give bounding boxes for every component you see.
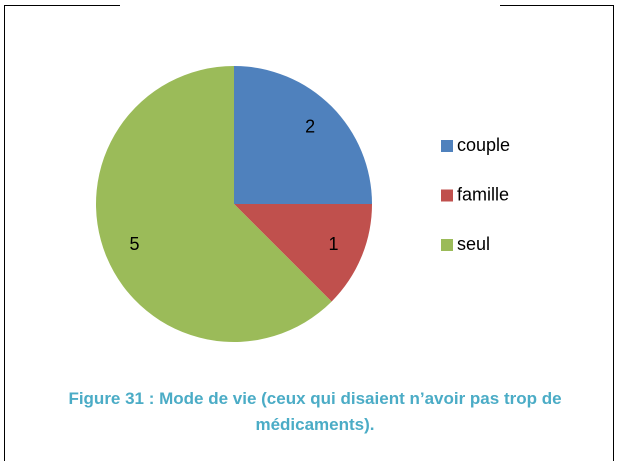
legend-swatch — [441, 239, 453, 251]
data-label: 5 — [130, 234, 140, 254]
legend-label: seul — [457, 234, 490, 254]
legend-swatch — [441, 189, 453, 202]
pie-slice — [234, 204, 372, 302]
pie-slice — [96, 66, 332, 342]
legend-swatch — [441, 140, 453, 152]
data-label: 2 — [305, 117, 315, 137]
legend-label: couple — [457, 135, 510, 155]
data-label: 1 — [328, 234, 338, 254]
legend-label: famille — [457, 184, 509, 204]
pie-slice — [234, 66, 372, 204]
caption: Figure 31 : Mode de vie (ceux qui disaie… — [68, 389, 562, 434]
